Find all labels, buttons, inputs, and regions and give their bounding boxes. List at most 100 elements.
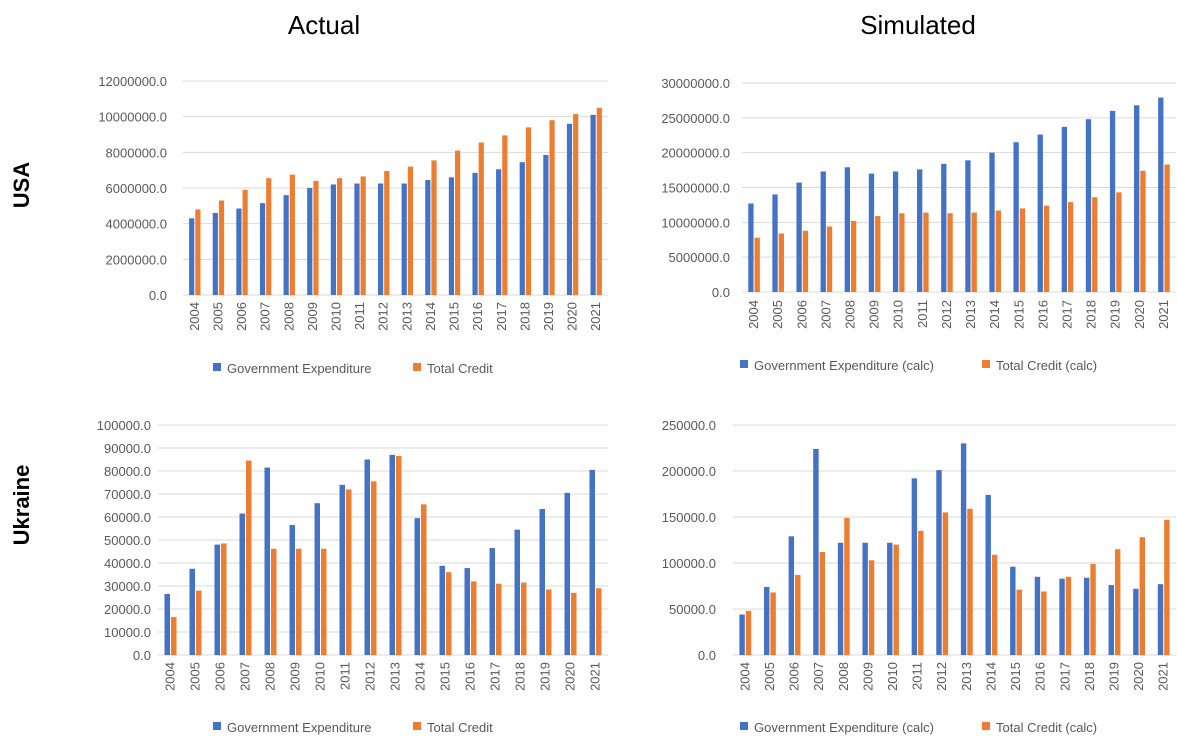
- bar-series2: [947, 213, 953, 292]
- x-tick-label: 2017: [494, 302, 509, 331]
- x-tick-label: 2015: [1011, 300, 1026, 329]
- bar-series2: [525, 127, 532, 295]
- bar-series1: [748, 203, 754, 292]
- bar-series2: [313, 180, 319, 295]
- x-tick-label: 2006: [234, 302, 249, 331]
- x-tick-label: 2007: [811, 662, 826, 691]
- bar-series2: [371, 481, 377, 655]
- x-tick-label: 2004: [163, 662, 178, 691]
- y-tick-label: 0.0: [712, 285, 730, 300]
- bar-series2: [778, 233, 784, 292]
- legend-label: Government Expenditure: [227, 361, 372, 376]
- bar-series1: [985, 494, 991, 655]
- bar-series2: [745, 610, 752, 655]
- bar-series2: [795, 574, 801, 655]
- bar-series2: [802, 230, 809, 292]
- x-tick-label: 2019: [541, 302, 556, 331]
- y-tick-label: 2000000.0: [106, 252, 167, 267]
- legend-swatch: [213, 363, 221, 371]
- bar-series1: [1134, 105, 1140, 292]
- bar-series2: [819, 551, 826, 655]
- x-tick-label: 2016: [470, 302, 485, 331]
- bar-series2: [596, 588, 602, 655]
- bar-series1: [887, 542, 893, 655]
- bar-series2: [844, 517, 850, 655]
- legend-label: Total Credit: [427, 720, 493, 735]
- bar-series2: [496, 583, 502, 655]
- bar-series2: [478, 142, 484, 295]
- bar-series1: [1085, 119, 1092, 292]
- legend-swatch: [740, 722, 748, 730]
- x-tick-label: 2014: [413, 662, 428, 691]
- bar-series1: [401, 183, 407, 295]
- bar-series1: [439, 565, 445, 655]
- y-tick-label: 250000.0: [662, 418, 716, 433]
- bar-series1: [389, 454, 395, 655]
- y-tick-label: 20000.0: [104, 602, 151, 617]
- y-tick-label: 20000000.0: [661, 146, 730, 161]
- x-tick-label: 2014: [987, 300, 1002, 329]
- y-tick-label: 10000000.0: [661, 215, 730, 230]
- x-tick-label: 2012: [934, 662, 949, 691]
- bar-series2: [918, 530, 924, 655]
- bar-series1: [378, 183, 384, 295]
- legend-swatch: [413, 722, 421, 730]
- y-tick-label: 10000000.0: [98, 110, 167, 125]
- bar-series1: [764, 586, 770, 655]
- bar-series1: [820, 171, 826, 292]
- x-tick-label: 2019: [538, 662, 553, 691]
- y-tick-label: 100000.0: [662, 556, 716, 571]
- bar-series2: [407, 166, 413, 295]
- x-tick-label: 2009: [288, 662, 303, 691]
- bar-series2: [923, 212, 929, 292]
- x-tick-label: 2017: [1060, 300, 1075, 329]
- x-tick-label: 2011: [915, 300, 930, 328]
- bar-series1: [589, 469, 595, 655]
- bar-series1: [1157, 584, 1164, 655]
- x-tick-label: 2009: [867, 300, 882, 329]
- bar-series1: [1013, 142, 1019, 292]
- bar-series1: [212, 212, 218, 295]
- bar-series2: [196, 590, 202, 655]
- bar-series2: [266, 178, 272, 295]
- x-tick-label: 2005: [762, 662, 777, 691]
- bar-series1: [472, 172, 478, 295]
- bar-series1: [564, 492, 570, 655]
- x-tick-label: 2015: [1008, 662, 1023, 691]
- bar-series1: [965, 160, 971, 292]
- x-tick-label: 2005: [770, 300, 785, 329]
- bar-series1: [844, 167, 850, 292]
- bar-series2: [1016, 589, 1022, 655]
- bar-series2: [421, 504, 427, 655]
- x-tick-label: 2018: [513, 662, 528, 691]
- bar-series2: [573, 113, 579, 295]
- x-tick-label: 2005: [188, 662, 203, 691]
- legend-swatch: [213, 722, 221, 730]
- bar-series2: [1068, 202, 1074, 292]
- bar-series1: [314, 503, 320, 655]
- bar-series1: [892, 171, 899, 292]
- bar-series2: [826, 226, 833, 292]
- bar-series1: [936, 470, 942, 655]
- column-title-actual: Actual: [287, 10, 361, 40]
- bar-series1: [772, 194, 778, 292]
- x-tick-label: 2010: [328, 302, 343, 331]
- bar-series1: [264, 467, 270, 655]
- legend-swatch: [982, 722, 990, 730]
- bar-series1: [1034, 576, 1041, 655]
- bar-series1: [543, 155, 549, 295]
- bar-series2: [431, 160, 437, 295]
- bar-series1: [1133, 588, 1139, 655]
- x-tick-label: 2016: [1035, 300, 1050, 329]
- bar-series1: [1109, 110, 1116, 292]
- bar-series2: [1140, 170, 1146, 292]
- bar-series2: [1092, 197, 1098, 292]
- bar-series2: [1090, 563, 1096, 655]
- bar-series1: [283, 195, 289, 295]
- bar-series1: [837, 542, 844, 655]
- x-tick-label: 2020: [1132, 300, 1147, 329]
- x-tick-label: 2016: [1033, 662, 1048, 691]
- x-tick-label: 2008: [281, 302, 296, 331]
- bar-series1: [464, 568, 470, 655]
- x-tick-label: 2021: [1156, 662, 1171, 691]
